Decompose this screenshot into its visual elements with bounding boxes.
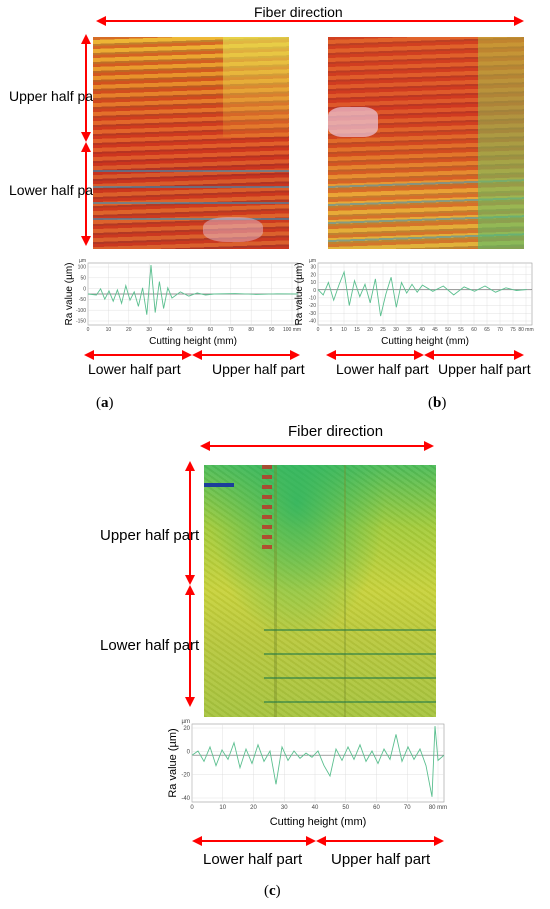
y-tick-label: -40 bbox=[181, 796, 190, 802]
caption-c: (c) bbox=[264, 883, 281, 899]
x-tick-label: 10 bbox=[106, 327, 112, 333]
x-tick-label: 80 mm bbox=[429, 805, 447, 811]
x-tick-label: 70 bbox=[497, 327, 503, 333]
fiber-direction-arrow-top bbox=[96, 16, 524, 26]
y-tick-label: -30 bbox=[309, 311, 316, 317]
x-tick-label: 0 bbox=[87, 327, 90, 333]
ra-profile-chart-c: 0 10 20 30 40 50 60 70 80 mm 20 0 -20 -40 µm Cutting h… bbox=[167, 719, 447, 828]
y-tick-label: -20 bbox=[181, 773, 190, 779]
x-tick-label: 45 bbox=[432, 327, 438, 333]
x-tick-label: 0 bbox=[190, 805, 194, 811]
lower-half-label-a: Lower half part bbox=[9, 182, 102, 198]
x-tick-label: 10 bbox=[219, 805, 226, 811]
x-tick-label: 60 bbox=[208, 327, 214, 333]
x-tick-label: 65 bbox=[484, 327, 490, 333]
upper-half-bottom-c: Upper half part bbox=[331, 851, 431, 868]
x-tick-label: 100 mm bbox=[283, 327, 301, 333]
y-unit-label: µm bbox=[309, 258, 316, 264]
x-tick-label: 15 bbox=[354, 327, 360, 333]
y-tick-label: 100 bbox=[78, 265, 87, 271]
y-tick-label: 50 bbox=[80, 275, 86, 281]
bottom-arrows-c bbox=[192, 836, 444, 846]
x-tick-label: 20 bbox=[126, 327, 132, 333]
x-tick-label: 10 bbox=[341, 327, 347, 333]
upper-half-label-a: Upper half part bbox=[9, 88, 102, 104]
x-tick-label: 80 bbox=[248, 327, 254, 333]
fiber-direction-label-top: Fiber direction bbox=[254, 4, 343, 20]
x-tick-label: 50 bbox=[342, 805, 349, 811]
x-tick-label: 30 bbox=[393, 327, 399, 333]
ra-trace-c bbox=[191, 726, 445, 797]
lower-half-bottom-b: Lower half part bbox=[336, 361, 429, 377]
x-tick-label: 25 bbox=[380, 327, 386, 333]
x-tick-label: 40 bbox=[312, 805, 319, 811]
x-tick-label: 60 bbox=[471, 327, 477, 333]
x-tick-label: 35 bbox=[406, 327, 412, 333]
y-tick-label: 20 bbox=[183, 726, 190, 732]
upper-half-arrow-a bbox=[81, 34, 91, 246]
y-unit-label: µm bbox=[79, 258, 86, 264]
ra-trace-b bbox=[317, 270, 527, 317]
plot-frame-b bbox=[317, 262, 533, 326]
fiber-direction-label-c: Fiber direction bbox=[288, 423, 384, 440]
surface-image-b bbox=[328, 37, 524, 249]
x-tick-label: 40 bbox=[419, 327, 425, 333]
x-tick-label: 5 bbox=[330, 327, 333, 333]
y-tick-label: -20 bbox=[309, 303, 316, 309]
x-tick-label: 80 mm bbox=[518, 327, 533, 333]
y-tick-label: -150 bbox=[76, 319, 86, 325]
x-tick-label: 20 bbox=[367, 327, 373, 333]
x-tick-label: 55 bbox=[458, 327, 464, 333]
surface-image-a bbox=[93, 37, 289, 249]
y-unit-label: µm bbox=[182, 719, 190, 725]
upper-half-bottom-b: Upper half part bbox=[438, 361, 531, 377]
x-tick-label: 40 bbox=[167, 327, 173, 333]
x-tick-label: 60 bbox=[373, 805, 380, 811]
surface-image-c bbox=[204, 465, 436, 717]
x-tick-label: 30 bbox=[146, 327, 152, 333]
lower-half-bottom-c: Lower half part bbox=[203, 851, 303, 868]
y-tick-label: -50 bbox=[79, 297, 86, 303]
ra-trace-a bbox=[87, 265, 299, 315]
bottom-arrows-top-row bbox=[84, 350, 524, 360]
y-tick-label: 10 bbox=[310, 280, 316, 286]
x-tick-label: 20 bbox=[250, 805, 257, 811]
y-tick-label: -40 bbox=[309, 319, 316, 325]
y-tick-label: 0 bbox=[83, 286, 86, 292]
x-axis-title: Cutting height (mm) bbox=[381, 336, 469, 347]
x-axis-title: Cutting height (mm) bbox=[149, 336, 237, 347]
lower-half-bottom-a: Lower half part bbox=[88, 361, 181, 377]
x-tick-label: 0 bbox=[317, 327, 320, 333]
y-tick-label: -100 bbox=[76, 308, 86, 314]
upper-half-label-c: Upper half part bbox=[100, 527, 200, 544]
fiber-direction-arrow-c bbox=[200, 441, 434, 451]
x-tick-label: 50 bbox=[445, 327, 451, 333]
y-tick-label: -10 bbox=[309, 296, 316, 302]
y-tick-label: 0 bbox=[187, 749, 191, 755]
vertical-arrows-c bbox=[185, 461, 195, 707]
y-tick-label: 30 bbox=[310, 265, 316, 271]
x-tick-label: 50 bbox=[187, 327, 193, 333]
y-tick-label: 0 bbox=[313, 288, 316, 294]
y-tick-label: 20 bbox=[310, 272, 316, 278]
ra-profile-chart-b: 0 5 10 15 20 25 30 35 40 45 50 55 60 65 70 75 80 mm30201… bbox=[294, 258, 534, 347]
y-axis-title: Ra value (µm) bbox=[294, 263, 305, 326]
x-tick-label: 70 bbox=[404, 805, 411, 811]
ra-profile-chart-a: 0 10 20 30 40 50 60 70 80 90 100 mm 100 50 0 -50 -100 -1… bbox=[64, 258, 301, 347]
x-axis-title: Cutting height (mm) bbox=[270, 816, 367, 828]
y-axis-title: Ra value (µm) bbox=[64, 263, 75, 326]
x-tick-label: 70 bbox=[228, 327, 234, 333]
caption-a: (a) bbox=[96, 395, 114, 411]
caption-b: (b) bbox=[428, 395, 447, 411]
y-axis-title: Ra value (µm) bbox=[167, 728, 179, 797]
x-tick-label: 75 bbox=[510, 327, 516, 333]
x-tick-label: 30 bbox=[281, 805, 288, 811]
lower-half-label-c: Lower half part bbox=[100, 637, 200, 654]
plot-frame-c bbox=[191, 723, 445, 803]
upper-half-bottom-a: Upper half part bbox=[212, 361, 305, 377]
x-tick-label: 90 bbox=[269, 327, 275, 333]
